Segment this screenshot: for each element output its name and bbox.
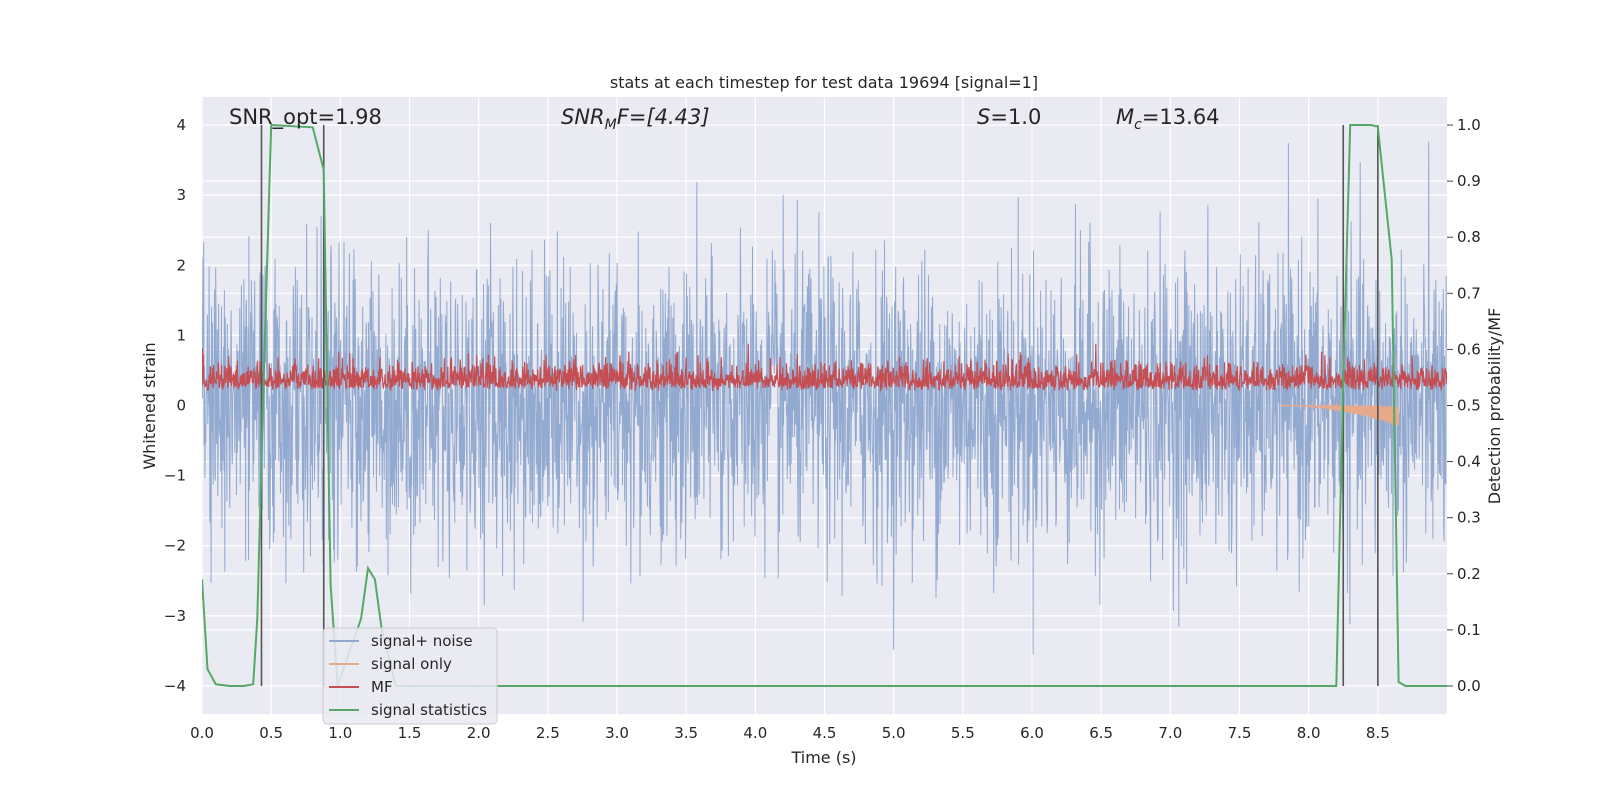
legend-label-signal-only: signal only — [371, 655, 452, 673]
x-tick-label: 4.5 — [813, 724, 837, 742]
x-tick-label: 5.5 — [951, 724, 975, 742]
annotation-s: S=1.0 — [977, 105, 1041, 129]
legend-box — [322, 627, 498, 725]
x-tick-label: 2.0 — [467, 724, 491, 742]
x-tick-label: 6.0 — [1020, 724, 1044, 742]
y2-tick-labels: 1.0 0.9 0.8 0.7 0.6 0.5 0.4 0.3 0.2 0.1 0.0 — [1447, 116, 1481, 695]
y2-tick-label: 0.0 — [1457, 677, 1481, 695]
x-tick-labels: 0.0 0.5 1.0 1.5 2.0 2.5 3.0 3.5 4.0 4.5 5.0 5.5 6.0 6… — [190, 724, 1390, 742]
y-tick-label: −3 — [164, 607, 186, 625]
y-tick-label: 2 — [176, 256, 186, 274]
x-tick-label: 5.0 — [882, 724, 906, 742]
y2-tick-label: 1.0 — [1457, 116, 1481, 134]
chart-title: stats at each timestep for test data 196… — [610, 73, 1038, 92]
legend-label-signal-statistics: signal statistics — [371, 701, 487, 719]
x-tick-label: 4.0 — [743, 724, 767, 742]
annotation-snr-mf: SNRMF=[4.43] — [561, 105, 710, 133]
x-tick-label: 1.0 — [328, 724, 352, 742]
y-tick-label: −4 — [164, 677, 186, 695]
x-tick-label: 6.5 — [1089, 724, 1113, 742]
legend-label-signal-noise: signal+ noise — [371, 632, 473, 650]
y2-axis-label: Detection probability/MF — [1485, 308, 1504, 505]
y-tick-label: 3 — [176, 186, 186, 204]
x-tick-label: 0.0 — [190, 724, 214, 742]
series-signal-only — [1281, 402, 1400, 427]
x-tick-label: 8.5 — [1366, 724, 1390, 742]
y-tick-label: 1 — [176, 326, 186, 344]
x-tick-label: 7.5 — [1228, 724, 1252, 742]
x-tick-label: 2.5 — [536, 724, 560, 742]
y-axis-label: Whitened strain — [140, 342, 159, 469]
x-tick-label: 8.0 — [1297, 724, 1321, 742]
x-tick-label: 0.5 — [259, 724, 283, 742]
x-tick-label: 3.0 — [605, 724, 629, 742]
y2-tick-label: 0.3 — [1457, 509, 1481, 527]
y2-tick-label: 0.2 — [1457, 565, 1481, 583]
series-signal-noise — [202, 141, 1447, 655]
annotation-snr-opt: SNR_opt=1.98 — [229, 105, 382, 130]
x-axis-label: Time (s) — [790, 748, 856, 767]
y2-tick-label: 0.4 — [1457, 453, 1481, 471]
x-tick-label: 3.5 — [674, 724, 698, 742]
legend-label-mf: MF — [371, 678, 393, 696]
x-tick-label: 1.5 — [398, 724, 422, 742]
x-tick-label: 7.0 — [1158, 724, 1182, 742]
y-tick-label: −1 — [164, 467, 186, 485]
y2-tick-label: 0.1 — [1457, 621, 1481, 639]
y2-tick-label: 0.9 — [1457, 172, 1481, 190]
y-tick-label: −2 — [164, 537, 186, 555]
legend: signal+ noise signal only MF signal stat… — [322, 627, 498, 725]
y2-tick-label: 0.7 — [1457, 284, 1481, 302]
y2-tick-label: 0.8 — [1457, 228, 1481, 246]
y-tick-labels: 4 3 2 1 0 −1 −2 −3 −4 — [164, 116, 186, 695]
annotation-mc: Mc=13.64 — [1116, 105, 1220, 133]
y-tick-label: 0 — [176, 397, 186, 415]
series-mf — [202, 343, 1447, 393]
y2-tick-label: 0.5 — [1457, 397, 1481, 415]
y2-tick-label: 0.6 — [1457, 340, 1481, 358]
y-tick-label: 4 — [176, 116, 186, 134]
